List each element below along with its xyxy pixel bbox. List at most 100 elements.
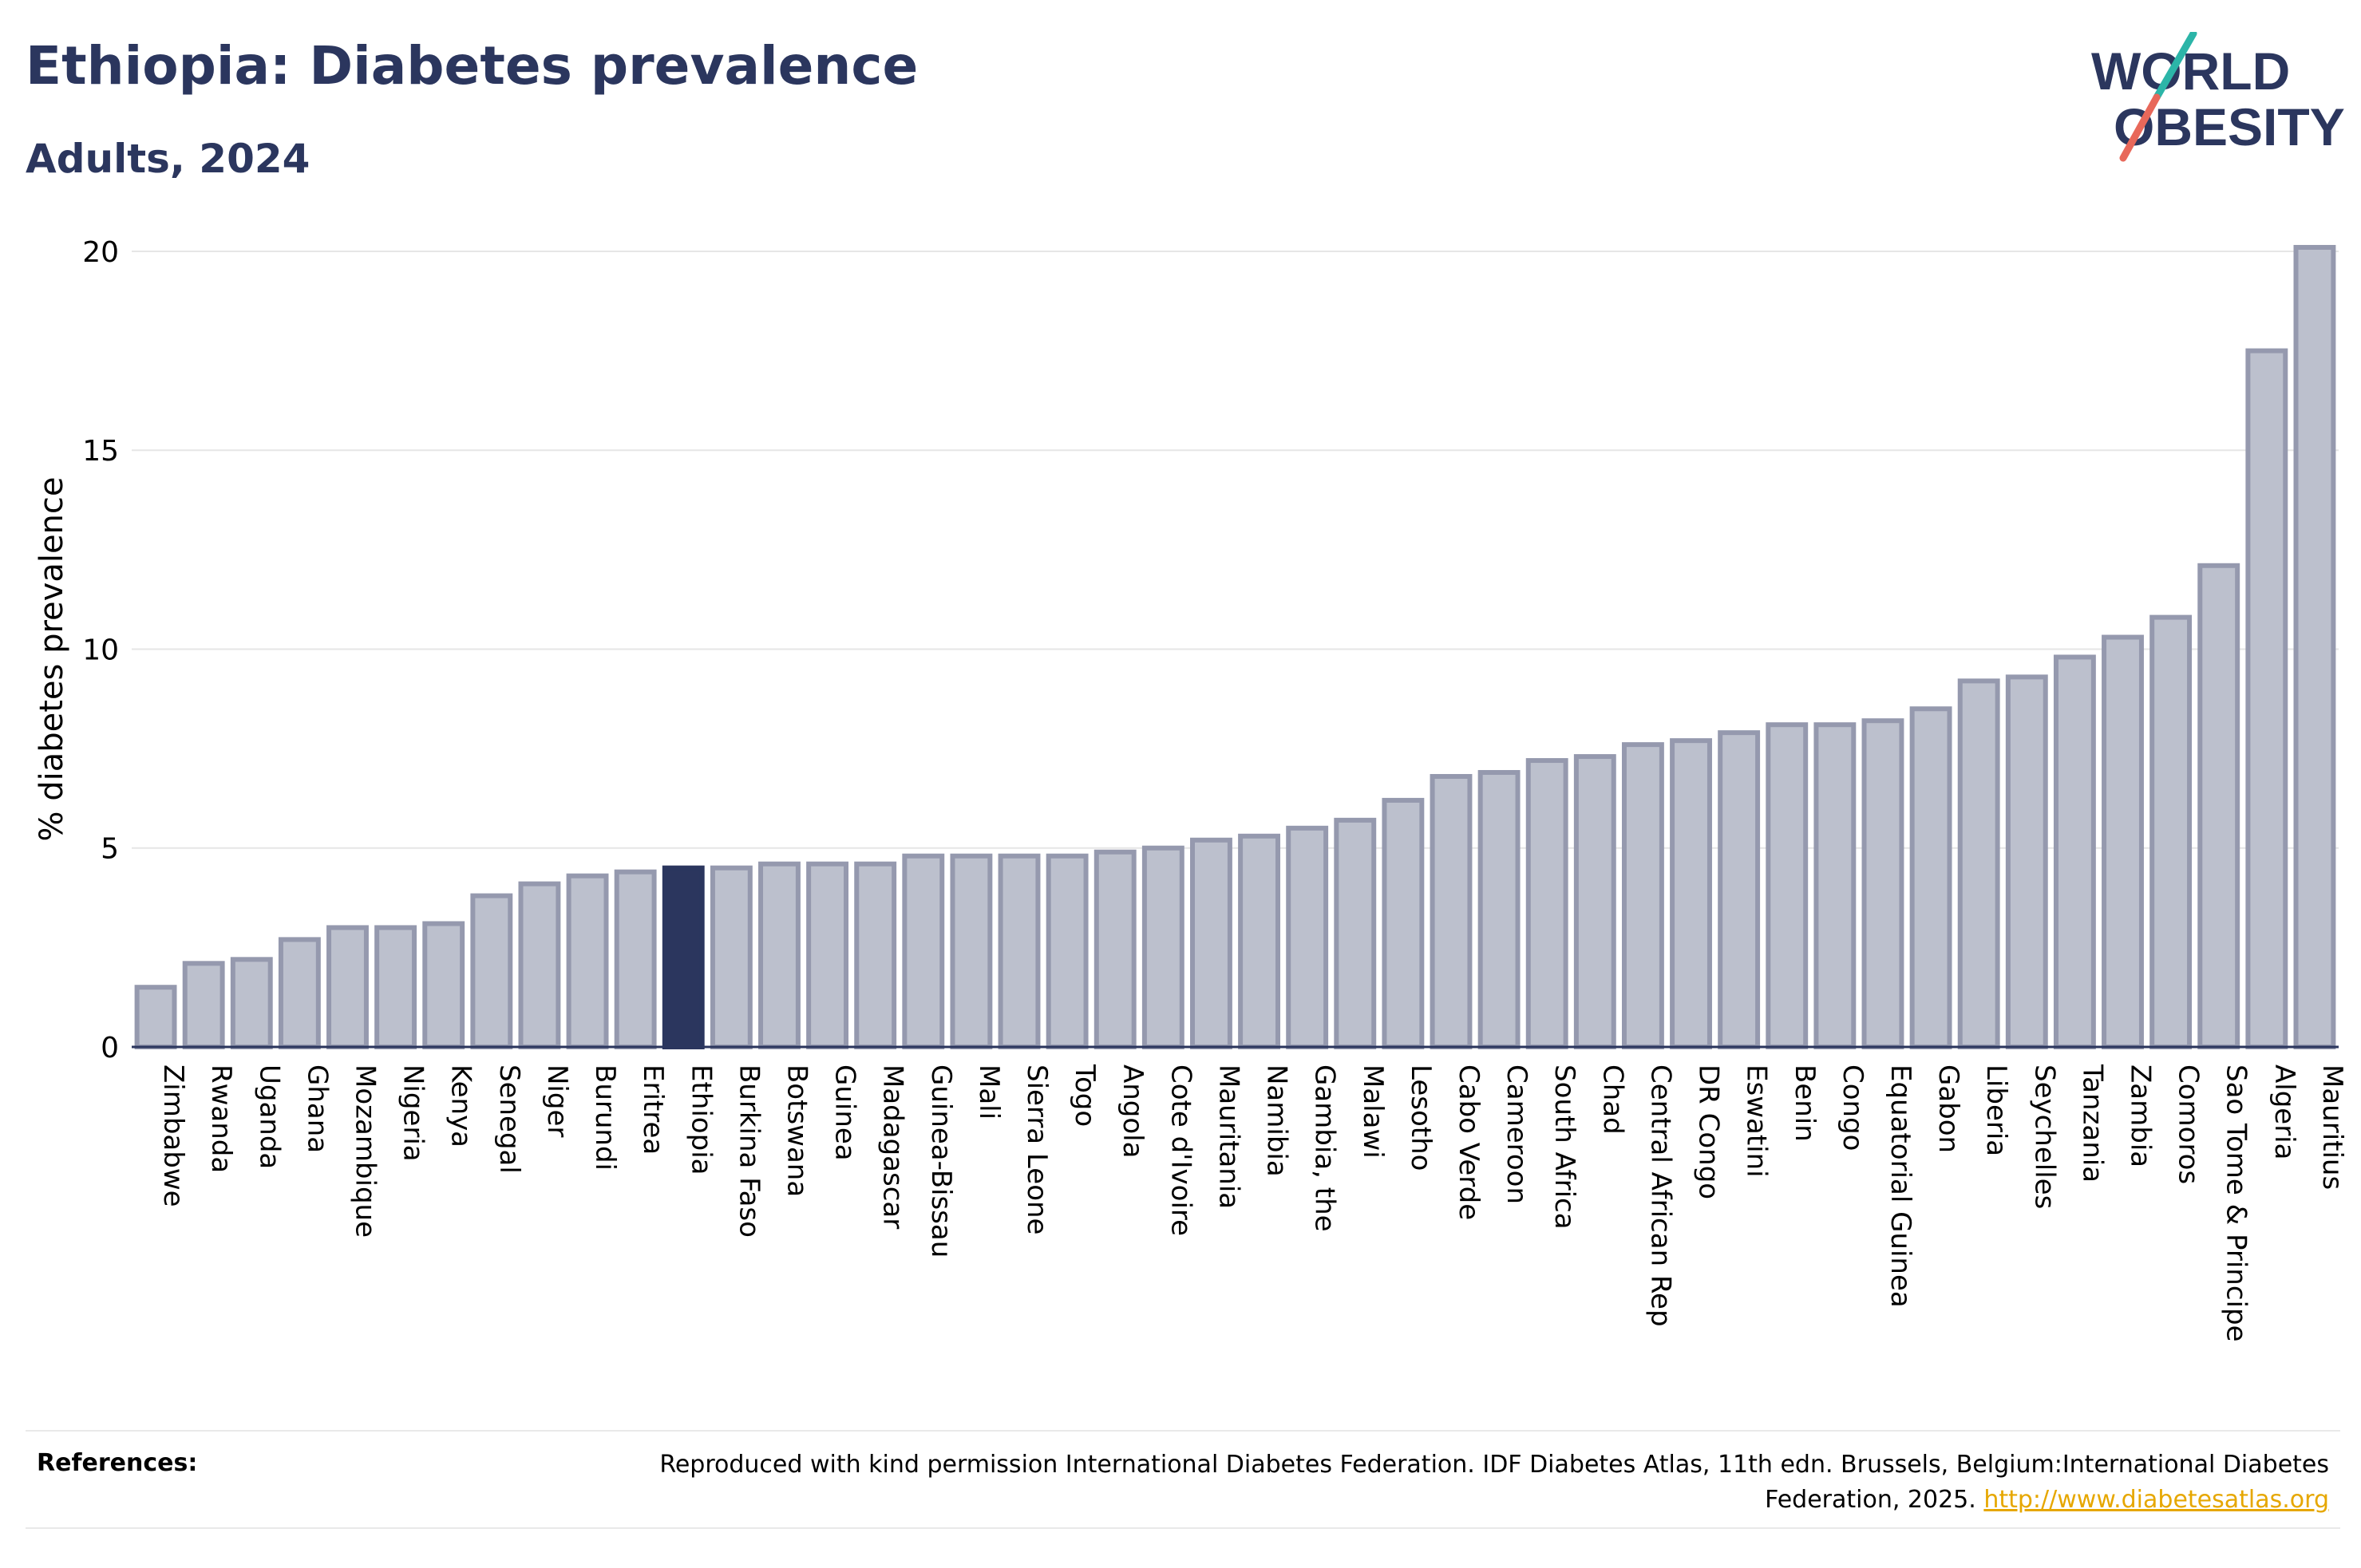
x-tick-label: Cote d'Ivoire <box>1165 1064 1196 1236</box>
bar <box>1813 722 1857 1049</box>
bar <box>1957 678 2000 1049</box>
bar <box>134 985 177 1050</box>
x-tick-label: Equatorial Guinea <box>1884 1064 1916 1308</box>
x-tick-label: Eritrea <box>637 1064 669 1155</box>
bar <box>2293 244 2336 1049</box>
bar <box>1909 706 1952 1049</box>
logo-text-world: WORLD <box>2091 41 2290 101</box>
x-tick-label: Guinea-Bissau <box>925 1064 957 1258</box>
bars <box>134 244 2336 1050</box>
y-tick-label: 10 <box>82 634 119 666</box>
bar <box>1141 845 1184 1049</box>
references-link[interactable]: http://www.diabetesatlas.org <box>1983 1486 2329 1514</box>
x-tick-label: Benin <box>1789 1064 1821 1142</box>
bar <box>182 961 225 1049</box>
x-tick-label: South Africa <box>1548 1064 1580 1230</box>
x-tick-label: DR Congo <box>1693 1064 1725 1199</box>
bar <box>374 925 417 1050</box>
bar <box>1573 754 1616 1049</box>
x-tick-label: Burkina Faso <box>733 1064 765 1238</box>
x-tick-label: Zambia <box>2125 1064 2157 1167</box>
bar <box>2245 348 2288 1050</box>
bar <box>1382 797 1425 1049</box>
bar <box>2102 634 2144 1049</box>
x-tick-label: Mauritius <box>2316 1064 2348 1190</box>
x-axis-tick-labels: Zimbabwe Rwanda Uganda Ghana Mozambique Niger… <box>157 1064 2348 1342</box>
x-tick-label: Angola <box>1117 1064 1149 1158</box>
bar <box>278 937 321 1050</box>
chart-subtitle: Adults, 2024 <box>26 136 310 182</box>
bar <box>1334 817 1377 1050</box>
x-tick-label: Niger <box>541 1064 573 1137</box>
logo-slash-top <box>2153 32 2197 101</box>
x-tick-label: Ghana <box>301 1064 333 1153</box>
x-tick-label: Sao Tome & Principe <box>2221 1064 2252 1342</box>
bar <box>1670 738 1712 1049</box>
logo-slash-bottom <box>2119 93 2161 162</box>
references-footer: References: Reproduced with kind permiss… <box>26 1430 2340 1529</box>
y-tick-label: 5 <box>101 833 119 866</box>
x-tick-label: Rwanda <box>205 1064 237 1173</box>
bar <box>1238 833 1280 1049</box>
bar <box>422 921 465 1049</box>
bar <box>758 861 801 1049</box>
bar <box>1093 849 1137 1049</box>
x-tick-label: Ethiopia <box>685 1064 717 1175</box>
bar <box>854 861 897 1049</box>
bar <box>1046 853 1089 1049</box>
bar <box>230 957 273 1049</box>
x-tick-label: Senegal <box>493 1064 525 1174</box>
bar <box>1430 774 1473 1050</box>
bar <box>1718 730 1761 1049</box>
y-tick-label: 15 <box>82 435 119 468</box>
bar <box>710 865 753 1050</box>
bar <box>998 853 1041 1049</box>
x-tick-label: Liberia <box>1980 1064 2012 1156</box>
x-tick-label: Comoros <box>2173 1064 2205 1184</box>
bar <box>2053 654 2096 1050</box>
x-tick-label: Congo <box>1837 1064 1869 1151</box>
x-tick-label: Lesotho <box>1405 1064 1437 1171</box>
bar <box>902 853 945 1049</box>
x-tick-label: Nigeria <box>397 1064 429 1162</box>
x-tick-label: Tanzania <box>2076 1064 2108 1183</box>
x-tick-label: Chad <box>1596 1064 1628 1135</box>
references-text: Reproduced with kind permission Internat… <box>573 1448 2329 1518</box>
x-tick-label: Mali <box>973 1064 1005 1120</box>
bar <box>614 869 657 1050</box>
y-axis-label: % diabetes prevalence <box>34 476 70 841</box>
x-tick-label: Seychelles <box>2028 1064 2060 1209</box>
bar <box>1861 718 1904 1050</box>
bar <box>2197 563 2240 1049</box>
bar <box>470 893 513 1049</box>
bar <box>1621 742 1664 1050</box>
x-tick-label: Zimbabwe <box>157 1064 189 1207</box>
x-tick-label: Mozambique <box>349 1064 381 1238</box>
x-tick-label: Namibia <box>1261 1064 1293 1177</box>
y-tick-label: 0 <box>101 1032 119 1064</box>
x-tick-label: Uganda <box>253 1064 285 1169</box>
x-tick-label: Malawi <box>1357 1064 1389 1159</box>
bar-highlighted <box>662 865 705 1050</box>
bar <box>1286 825 1329 1050</box>
references-label: References: <box>37 1449 198 1477</box>
references-body: Reproduced with kind permission Internat… <box>659 1451 2329 1514</box>
x-tick-label: Kenya <box>445 1064 477 1147</box>
bar <box>2149 614 2193 1049</box>
bar <box>1477 770 1521 1049</box>
x-tick-label: Gambia, the <box>1309 1064 1341 1232</box>
x-tick-label: Guinea <box>829 1064 861 1161</box>
y-axis-ticks: 0 5 10 15 20 <box>82 236 119 1064</box>
x-tick-label: Mauritania <box>1212 1064 1244 1209</box>
x-tick-label: Madagascar <box>877 1064 909 1229</box>
x-tick-label: Algeria <box>2268 1064 2300 1159</box>
x-tick-label: Sierra Leone <box>1021 1064 1053 1234</box>
bar <box>326 925 369 1050</box>
bar <box>1190 837 1232 1049</box>
bar <box>518 881 561 1050</box>
x-tick-label: Burundi <box>589 1064 621 1171</box>
bar <box>1766 722 1809 1049</box>
bar <box>2005 674 2048 1049</box>
x-tick-label: Cabo Verde <box>1453 1064 1485 1220</box>
world-obesity-logo: WORLD OBESITY <box>2091 32 2345 162</box>
